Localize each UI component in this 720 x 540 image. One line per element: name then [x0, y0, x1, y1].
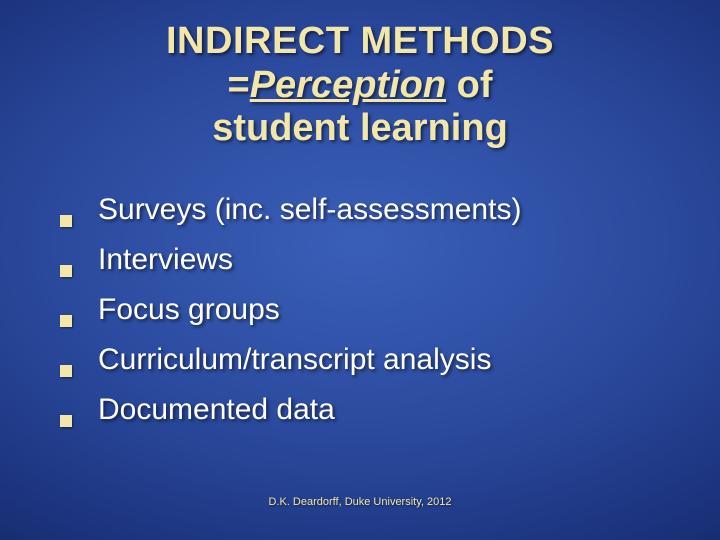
bullet-text: Focus groups — [98, 289, 280, 331]
slide-title: INDIRECT METHODS =Perception of student … — [50, 20, 670, 151]
title-line-2: =Perception of — [80, 64, 640, 108]
square-bullet-icon — [60, 315, 72, 327]
title-emphasis: Perception — [250, 64, 446, 106]
bullet-list: Surveys (inc. self-assessments) Intervie… — [50, 189, 670, 431]
title-suffix: of — [446, 64, 492, 106]
bullet-text: Curriculum/transcript analysis — [98, 339, 491, 381]
list-item: Focus groups — [60, 289, 670, 331]
square-bullet-icon — [60, 215, 72, 227]
bullet-text: Surveys (inc. self-assessments) — [98, 189, 521, 231]
title-line-1: INDIRECT METHODS — [80, 20, 640, 64]
title-line-3: student learning — [80, 107, 640, 151]
square-bullet-icon — [60, 415, 72, 427]
list-item: Documented data — [60, 389, 670, 431]
bullet-text: Documented data — [98, 389, 335, 431]
list-item: Interviews — [60, 239, 670, 281]
bullet-text: Interviews — [98, 239, 233, 281]
square-bullet-icon — [60, 265, 72, 277]
list-item: Surveys (inc. self-assessments) — [60, 189, 670, 231]
square-bullet-icon — [60, 365, 72, 377]
title-prefix: = — [227, 64, 249, 106]
list-item: Curriculum/transcript analysis — [60, 339, 670, 381]
footer-credit: D.K. Deardorff, Duke University, 2012 — [0, 496, 720, 508]
slide: INDIRECT METHODS =Perception of student … — [0, 0, 720, 540]
